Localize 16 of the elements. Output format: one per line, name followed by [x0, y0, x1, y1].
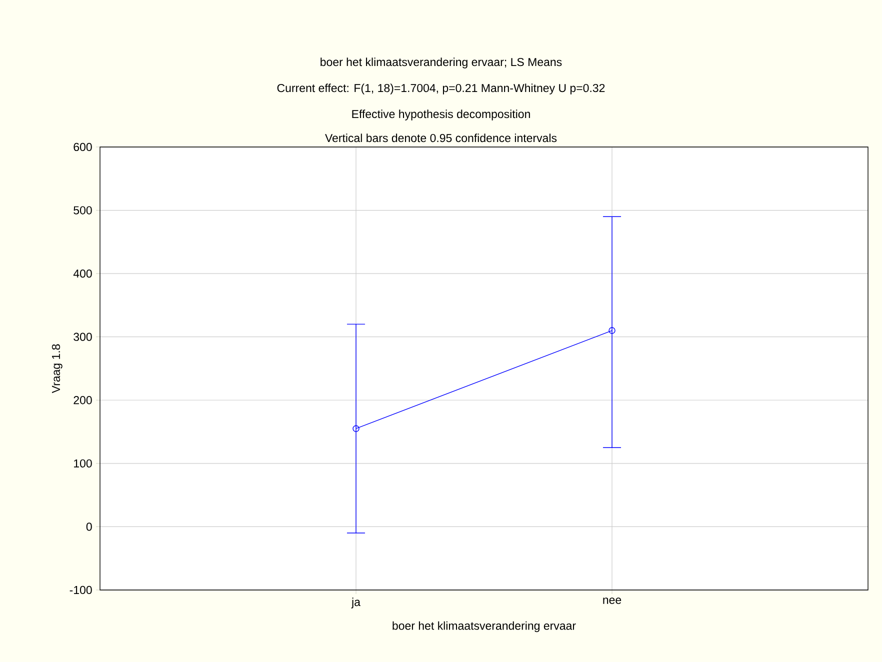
y-tick-label: 300: [74, 332, 92, 341]
text: Effective hypothesis decomposition: [352, 110, 530, 120]
y-tick-label: 500: [74, 206, 92, 214]
x-tick-label: ja: [351, 598, 360, 608]
y-tick-label: -100: [70, 586, 92, 594]
chart-title: boer het klimaatsverandering ervaar; LS Means: [320, 58, 562, 68]
y-axis-title: Vraag 1.8: [52, 344, 62, 394]
y-tick-label: 200: [74, 396, 92, 404]
y-tick-label: 600: [74, 142, 92, 152]
text: Vertical bars denote 0.95 confidence intervals: [325, 134, 557, 142]
y-tick-label: 100: [74, 459, 92, 468]
chart-subtitle: Current effect: F(1, 18)=1.7004, p=0.21 Mann-Whitney U p=0.32: [277, 84, 605, 94]
x-axis-title: boer het klimaatsverandering ervaar: [392, 621, 576, 632]
y-tick-label: 0: [86, 522, 92, 531]
x-tick-label: nee: [603, 598, 622, 604]
y-tick-label: 400: [73, 269, 92, 278]
